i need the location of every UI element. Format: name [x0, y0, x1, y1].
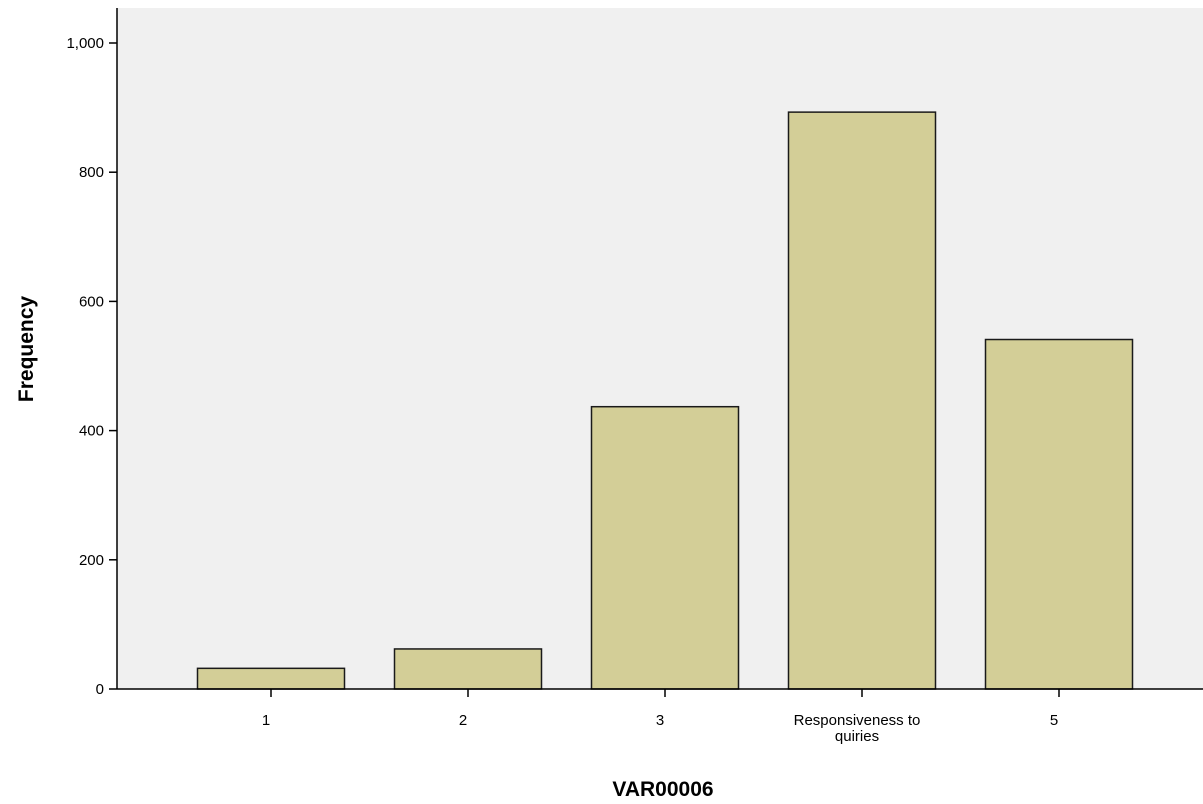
x-tick-label: Responsiveness to quiries	[794, 712, 921, 745]
bar	[787, 111, 937, 690]
y-tick-label: 0	[96, 681, 104, 698]
x-axis-title: VAR00006	[612, 778, 713, 801]
x-tick-label: 1	[262, 712, 270, 729]
bars	[196, 111, 1134, 690]
bar	[984, 338, 1134, 690]
bar	[393, 648, 543, 690]
y-axis-ticks: 0 200 400 600 800 1,000	[66, 35, 117, 698]
y-tick-label: 800	[79, 164, 104, 181]
y-tick-label: 1,000	[66, 35, 104, 52]
x-tick-label: 3	[656, 712, 664, 729]
y-tick-label: 200	[79, 552, 104, 569]
y-tick-label: 600	[79, 293, 104, 310]
bar	[590, 405, 740, 690]
y-axis-title: Frequency	[15, 296, 38, 403]
x-tick-label: 5	[1050, 712, 1058, 729]
x-axis-ticks: 1 2 3 Responsiveness to quiries 5	[262, 689, 1060, 745]
y-tick-label: 400	[79, 423, 104, 440]
bar	[196, 667, 346, 690]
x-tick-label: 2	[459, 712, 467, 729]
